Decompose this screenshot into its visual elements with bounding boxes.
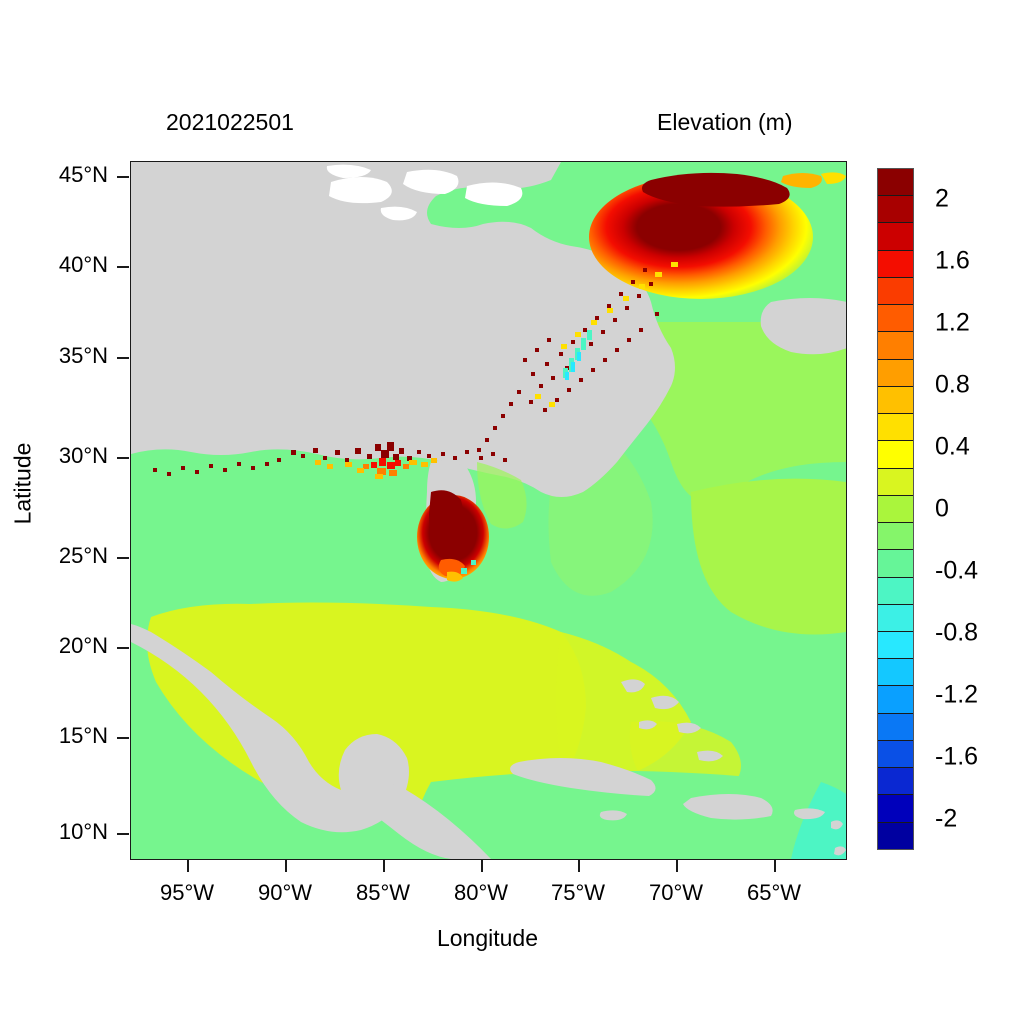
y-tick-mark-5 <box>117 647 129 649</box>
colorbar-title: Elevation (m) <box>657 109 793 135</box>
colorbar-band-14 <box>878 550 913 578</box>
colorbar-tick-label-5: 0 <box>935 494 949 523</box>
colorbar-band-3 <box>878 250 913 278</box>
x-tick-label-1: 90°W <box>257 880 313 905</box>
colorbar-band-16 <box>878 604 913 632</box>
y-tick-label-0: 45°N <box>58 162 108 187</box>
x-tick-mark-2 <box>383 860 385 872</box>
colorbar-band-12 <box>878 495 913 524</box>
y-tick-label-3: 30°N <box>58 443 108 468</box>
y-tick-mark-2 <box>117 357 129 359</box>
y-tick-label-4: 25°N <box>58 543 108 568</box>
colorbar-band-13 <box>878 523 913 551</box>
colorbar-tick-label-9: -1.6 <box>935 742 979 771</box>
x-tick-label-4: 75°W <box>550 880 606 905</box>
y-tick-mark-1 <box>117 266 129 268</box>
colorbar-band-0 <box>878 169 913 197</box>
colorbar-band-1 <box>878 196 913 224</box>
x-tick-mark-6 <box>774 860 776 872</box>
x-axis-label: Longitude <box>436 925 539 951</box>
x-tick-mark-0 <box>187 860 189 872</box>
colorbar-band-15 <box>878 577 913 605</box>
colorbar-tick-label-10: -2 <box>935 804 958 833</box>
x-tick-mark-5 <box>676 860 678 872</box>
y-tick-label-5: 20°N <box>58 633 108 658</box>
colorbar-band-6 <box>878 332 913 360</box>
colorbar-band-10 <box>878 441 913 469</box>
colorbar-band-7 <box>878 359 913 387</box>
y-tick-label-1: 40°N <box>58 252 108 277</box>
colorbar-tick-label-1: 1.6 <box>935 246 970 275</box>
y-tick-mark-7 <box>117 833 129 835</box>
y-tick-mark-4 <box>117 557 129 559</box>
map-title: 2021022501 <box>166 109 294 135</box>
colorbar-band-20 <box>878 713 913 741</box>
colorbar-tick-label-8: -1.2 <box>935 680 979 709</box>
colorbar-band-4 <box>878 277 913 306</box>
colorbar-band-18 <box>878 659 913 687</box>
y-tick-mark-6 <box>117 737 129 739</box>
colorbar-band-5 <box>878 305 913 333</box>
colorbar-tick-label-6: -0.4 <box>935 556 979 585</box>
y-tick-mark-0 <box>117 176 129 178</box>
colorbar-tick-label-0: 2 <box>935 184 949 213</box>
colorbar-band-8 <box>878 386 913 415</box>
y-tick-mark-3 <box>117 457 129 459</box>
colorbar-band-11 <box>878 468 913 496</box>
colorbar-tick-label-3: 0.8 <box>935 370 970 399</box>
x-tick-label-3: 80°W <box>453 880 509 905</box>
colorbar-band-23 <box>878 795 913 823</box>
x-tick-label-6: 65°W <box>746 880 802 905</box>
y-tick-label-6: 15°N <box>58 723 108 748</box>
map-plot-area[interactable] <box>130 161 847 860</box>
x-tick-mark-3 <box>481 860 483 872</box>
y-tick-label-2: 35°N <box>58 343 108 368</box>
x-tick-label-5: 70°W <box>648 880 704 905</box>
colorbar-band-2 <box>878 223 913 251</box>
colorbar[interactable] <box>877 168 914 850</box>
colorbar-tick-label-2: 1.2 <box>935 308 970 337</box>
colorbar-band-9 <box>878 414 913 442</box>
colorbar-band-17 <box>878 631 913 660</box>
y-tick-label-7: 10°N <box>58 819 108 844</box>
x-tick-mark-4 <box>578 860 580 872</box>
colorbar-band-24 <box>878 822 913 849</box>
map-contour-field <box>131 162 846 859</box>
colorbar-band-19 <box>878 686 913 714</box>
colorbar-tick-label-4: 0.4 <box>935 432 970 461</box>
x-tick-label-2: 85°W <box>355 880 411 905</box>
x-tick-label-0: 95°W <box>159 880 215 905</box>
colorbar-band-22 <box>878 768 913 796</box>
colorbar-band-21 <box>878 740 913 769</box>
x-tick-mark-1 <box>285 860 287 872</box>
colorbar-tick-label-7: -0.8 <box>935 618 979 647</box>
